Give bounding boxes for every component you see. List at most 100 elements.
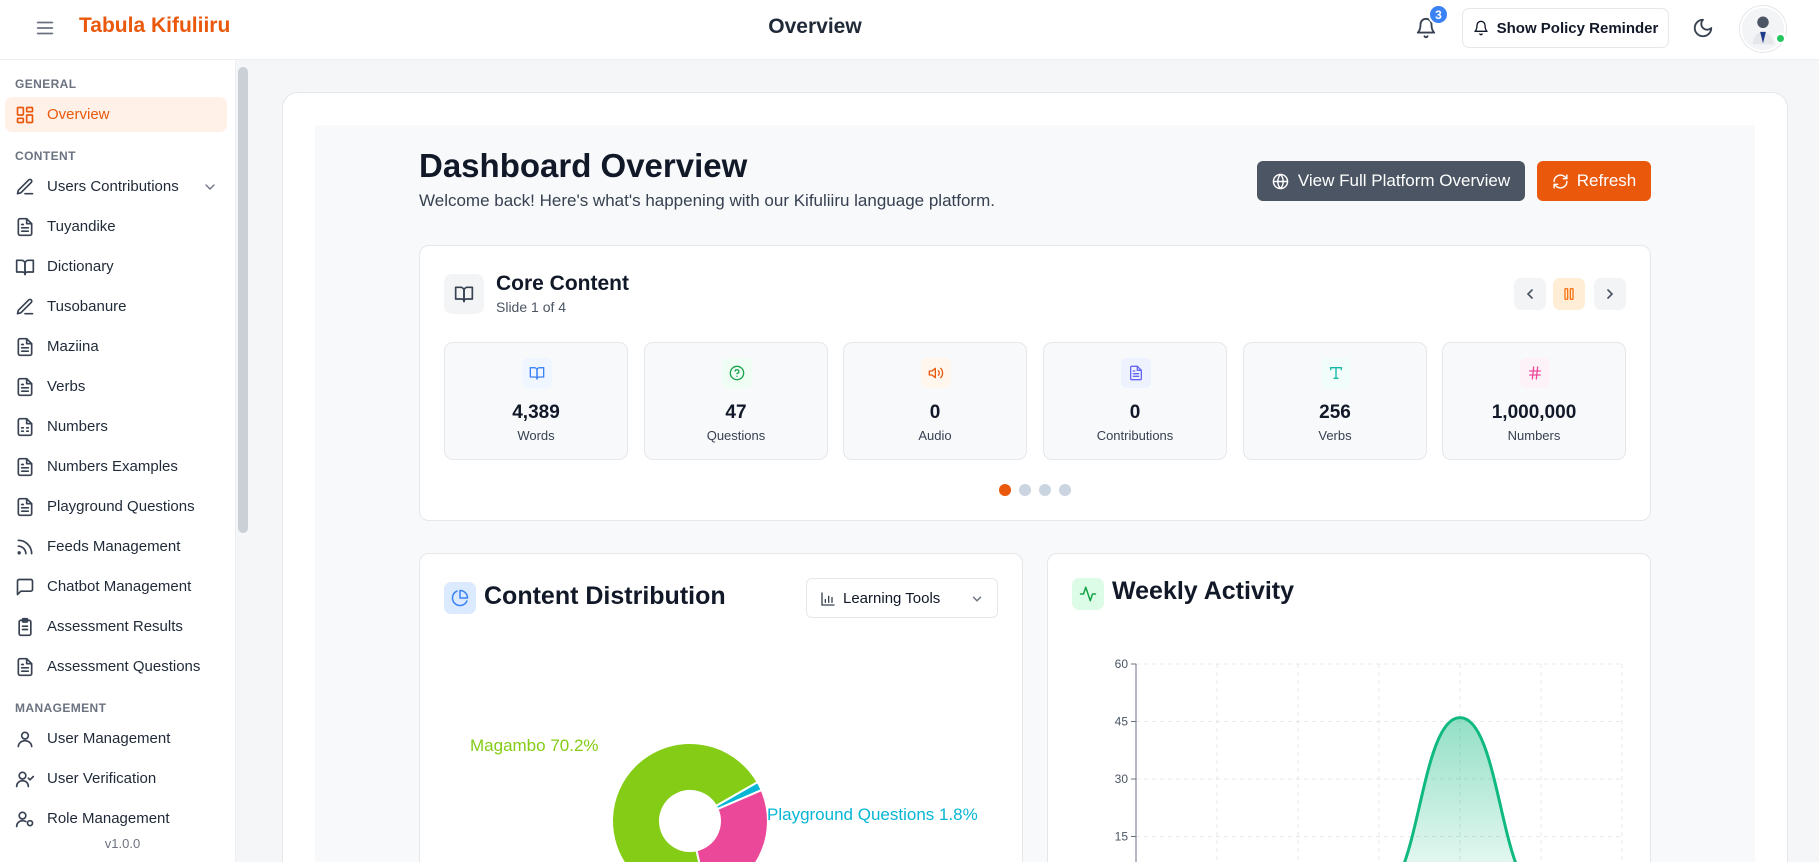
learning-tools-select[interactable]: Learning Tools — [806, 578, 998, 618]
sidebar-item-label: Verbs — [47, 378, 86, 395]
book-open-icon — [15, 257, 35, 277]
stat-label: Verbs — [1318, 428, 1352, 443]
pie-label-magambo: Magambo 70.2% — [470, 736, 599, 755]
sidebar-item-overview[interactable]: Overview — [5, 97, 227, 132]
file-spreadsheet-icon — [15, 417, 35, 437]
y-tick-label: 45 — [1115, 715, 1129, 729]
stat-card-verbs[interactable]: 256 Verbs — [1243, 342, 1427, 460]
section-content: CONTENT — [15, 149, 76, 163]
view-full-overview-label: View Full Platform Overview — [1297, 171, 1511, 190]
dashboard-title: Dashboard Overview — [419, 147, 748, 184]
carousel-dot[interactable] — [1039, 484, 1051, 496]
avatar[interactable] — [1739, 5, 1787, 53]
sidebar-item-tusobanure[interactable]: Tusobanure — [5, 289, 227, 324]
section-general: GENERAL — [15, 77, 77, 91]
sidebar-item-assessment-results[interactable]: Assessment Results — [5, 609, 227, 644]
hash-icon — [1520, 358, 1550, 388]
y-tick-label: 30 — [1115, 772, 1129, 786]
sidebar-item-label: Numbers Examples — [47, 458, 178, 475]
stat-label: Questions — [706, 428, 766, 443]
sidebar-item-user-verification[interactable]: User Verification — [5, 761, 227, 796]
sidebar-item-label: Users Contributions — [47, 178, 179, 195]
sidebar-item-feeds-management[interactable]: Feeds Management — [5, 529, 227, 564]
weekly-activity-card — [1047, 553, 1651, 862]
core-content-title: Core Content — [496, 272, 629, 295]
sidebar-item-label: User Management — [47, 730, 171, 747]
stat-label: Audio — [918, 428, 952, 443]
moon-icon[interactable] — [1692, 17, 1714, 39]
stat-card-contributions[interactable]: 0 Contributions — [1043, 342, 1227, 460]
sidebar-item-label: Assessment Questions — [47, 658, 201, 675]
file-text-icon — [1121, 358, 1151, 388]
book-open-icon — [444, 274, 484, 314]
sidebar-item-label: User Verification — [47, 770, 157, 787]
stat-value: 4,389 — [512, 402, 560, 423]
file-text-icon — [15, 657, 35, 677]
sidebar-item-numbers-examples[interactable]: Numbers Examples — [5, 449, 227, 484]
sidebar-item-tuyandike[interactable]: Tuyandike — [5, 209, 227, 244]
stat-value: 0 — [1129, 402, 1141, 423]
app-title[interactable]: Tabula Kifuliiru — [79, 14, 231, 37]
chevron-down-icon[interactable] — [202, 179, 218, 195]
stat-label: Words — [517, 428, 555, 443]
chevron-left-icon[interactable] — [1514, 278, 1546, 310]
content-distribution-pie-chart — [611, 742, 769, 862]
sidebar-item-label: Playground Questions — [47, 498, 195, 515]
online-status-dot — [1775, 33, 1786, 44]
dashboard-subtitle: Welcome back! Here's what's happening wi… — [419, 191, 995, 210]
file-text-icon — [15, 377, 35, 397]
chevron-right-icon[interactable] — [1594, 278, 1626, 310]
view-full-overview-button[interactable]: View Full Platform Overview — [1257, 161, 1525, 201]
sidebar-item-users-contributions[interactable]: Users Contributions — [5, 169, 227, 204]
stat-value: 0 — [929, 402, 941, 423]
sidebar-item-user-management[interactable]: User Management — [5, 721, 227, 756]
weekly-activity-title: Weekly Activity — [1112, 577, 1295, 605]
carousel-dot[interactable] — [999, 484, 1011, 496]
stat-card-numbers[interactable]: 1,000,000 Numbers — [1442, 342, 1626, 460]
sidebar-item-dictionary[interactable]: Dictionary — [5, 249, 227, 284]
sidebar-item-chatbot-management[interactable]: Chatbot Management — [5, 569, 227, 604]
carousel-dot[interactable] — [1059, 484, 1071, 496]
sidebar-item-numbers[interactable]: Numbers — [5, 409, 227, 444]
carousel-dot[interactable] — [1019, 484, 1031, 496]
page-title: Overview — [768, 15, 862, 38]
app-version: v1.0.0 — [104, 836, 141, 851]
stat-value: 256 — [1319, 402, 1351, 423]
bell-icon — [1473, 20, 1489, 36]
help-circle-icon — [722, 358, 752, 388]
rss-icon — [15, 537, 35, 557]
sidebar-item-verbs[interactable]: Verbs — [5, 369, 227, 404]
notification-badge: 3 — [1428, 4, 1449, 25]
stat-value: 47 — [725, 402, 747, 423]
stat-card-audio[interactable]: 0 Audio — [843, 342, 1027, 460]
sidebar-item-label: Role Management — [47, 810, 170, 827]
sidebar-item-maziina[interactable]: Maziina — [5, 329, 227, 364]
stat-card-words[interactable]: 4,389 Words — [444, 342, 628, 460]
pause-icon[interactable] — [1553, 278, 1585, 310]
activity-line — [1402, 716, 1518, 862]
user-cog-icon — [15, 809, 35, 829]
refresh-button[interactable]: Refresh — [1537, 161, 1651, 201]
sidebar-item-label: Assessment Results — [47, 618, 183, 635]
policy-reminder-button[interactable]: Show Policy Reminder — [1462, 8, 1669, 48]
sidebar-scrollbar[interactable] — [238, 67, 248, 533]
weekly-activity-chart: 60 45 30 15 — [1115, 657, 1623, 862]
chevron-down-icon — [970, 592, 984, 606]
sidebar-item-label: Numbers — [47, 418, 108, 435]
sidebar-item-label: Feeds Management — [47, 538, 181, 555]
stat-card-questions[interactable]: 47 Questions — [644, 342, 828, 460]
sidebar-item-assessment-questions[interactable]: Assessment Questions — [5, 649, 227, 684]
type-icon — [1321, 358, 1351, 388]
bell-icon[interactable] — [1415, 17, 1437, 39]
sidebar-item-role-management[interactable]: Role Management — [5, 801, 227, 836]
sidebar-item-label: Overview — [47, 106, 110, 123]
stat-label: Contributions — [1096, 428, 1174, 443]
sidebar-item-playground-questions[interactable]: Playground Questions — [5, 489, 227, 524]
menu-icon[interactable] — [34, 17, 56, 39]
globe-icon — [1272, 173, 1289, 190]
file-text-icon — [15, 217, 35, 237]
file-text-icon — [15, 457, 35, 477]
learning-tools-value: Learning Tools — [843, 590, 941, 607]
slide-indicator: Slide 1 of 4 — [496, 299, 567, 315]
layout-grid-icon — [15, 105, 35, 125]
